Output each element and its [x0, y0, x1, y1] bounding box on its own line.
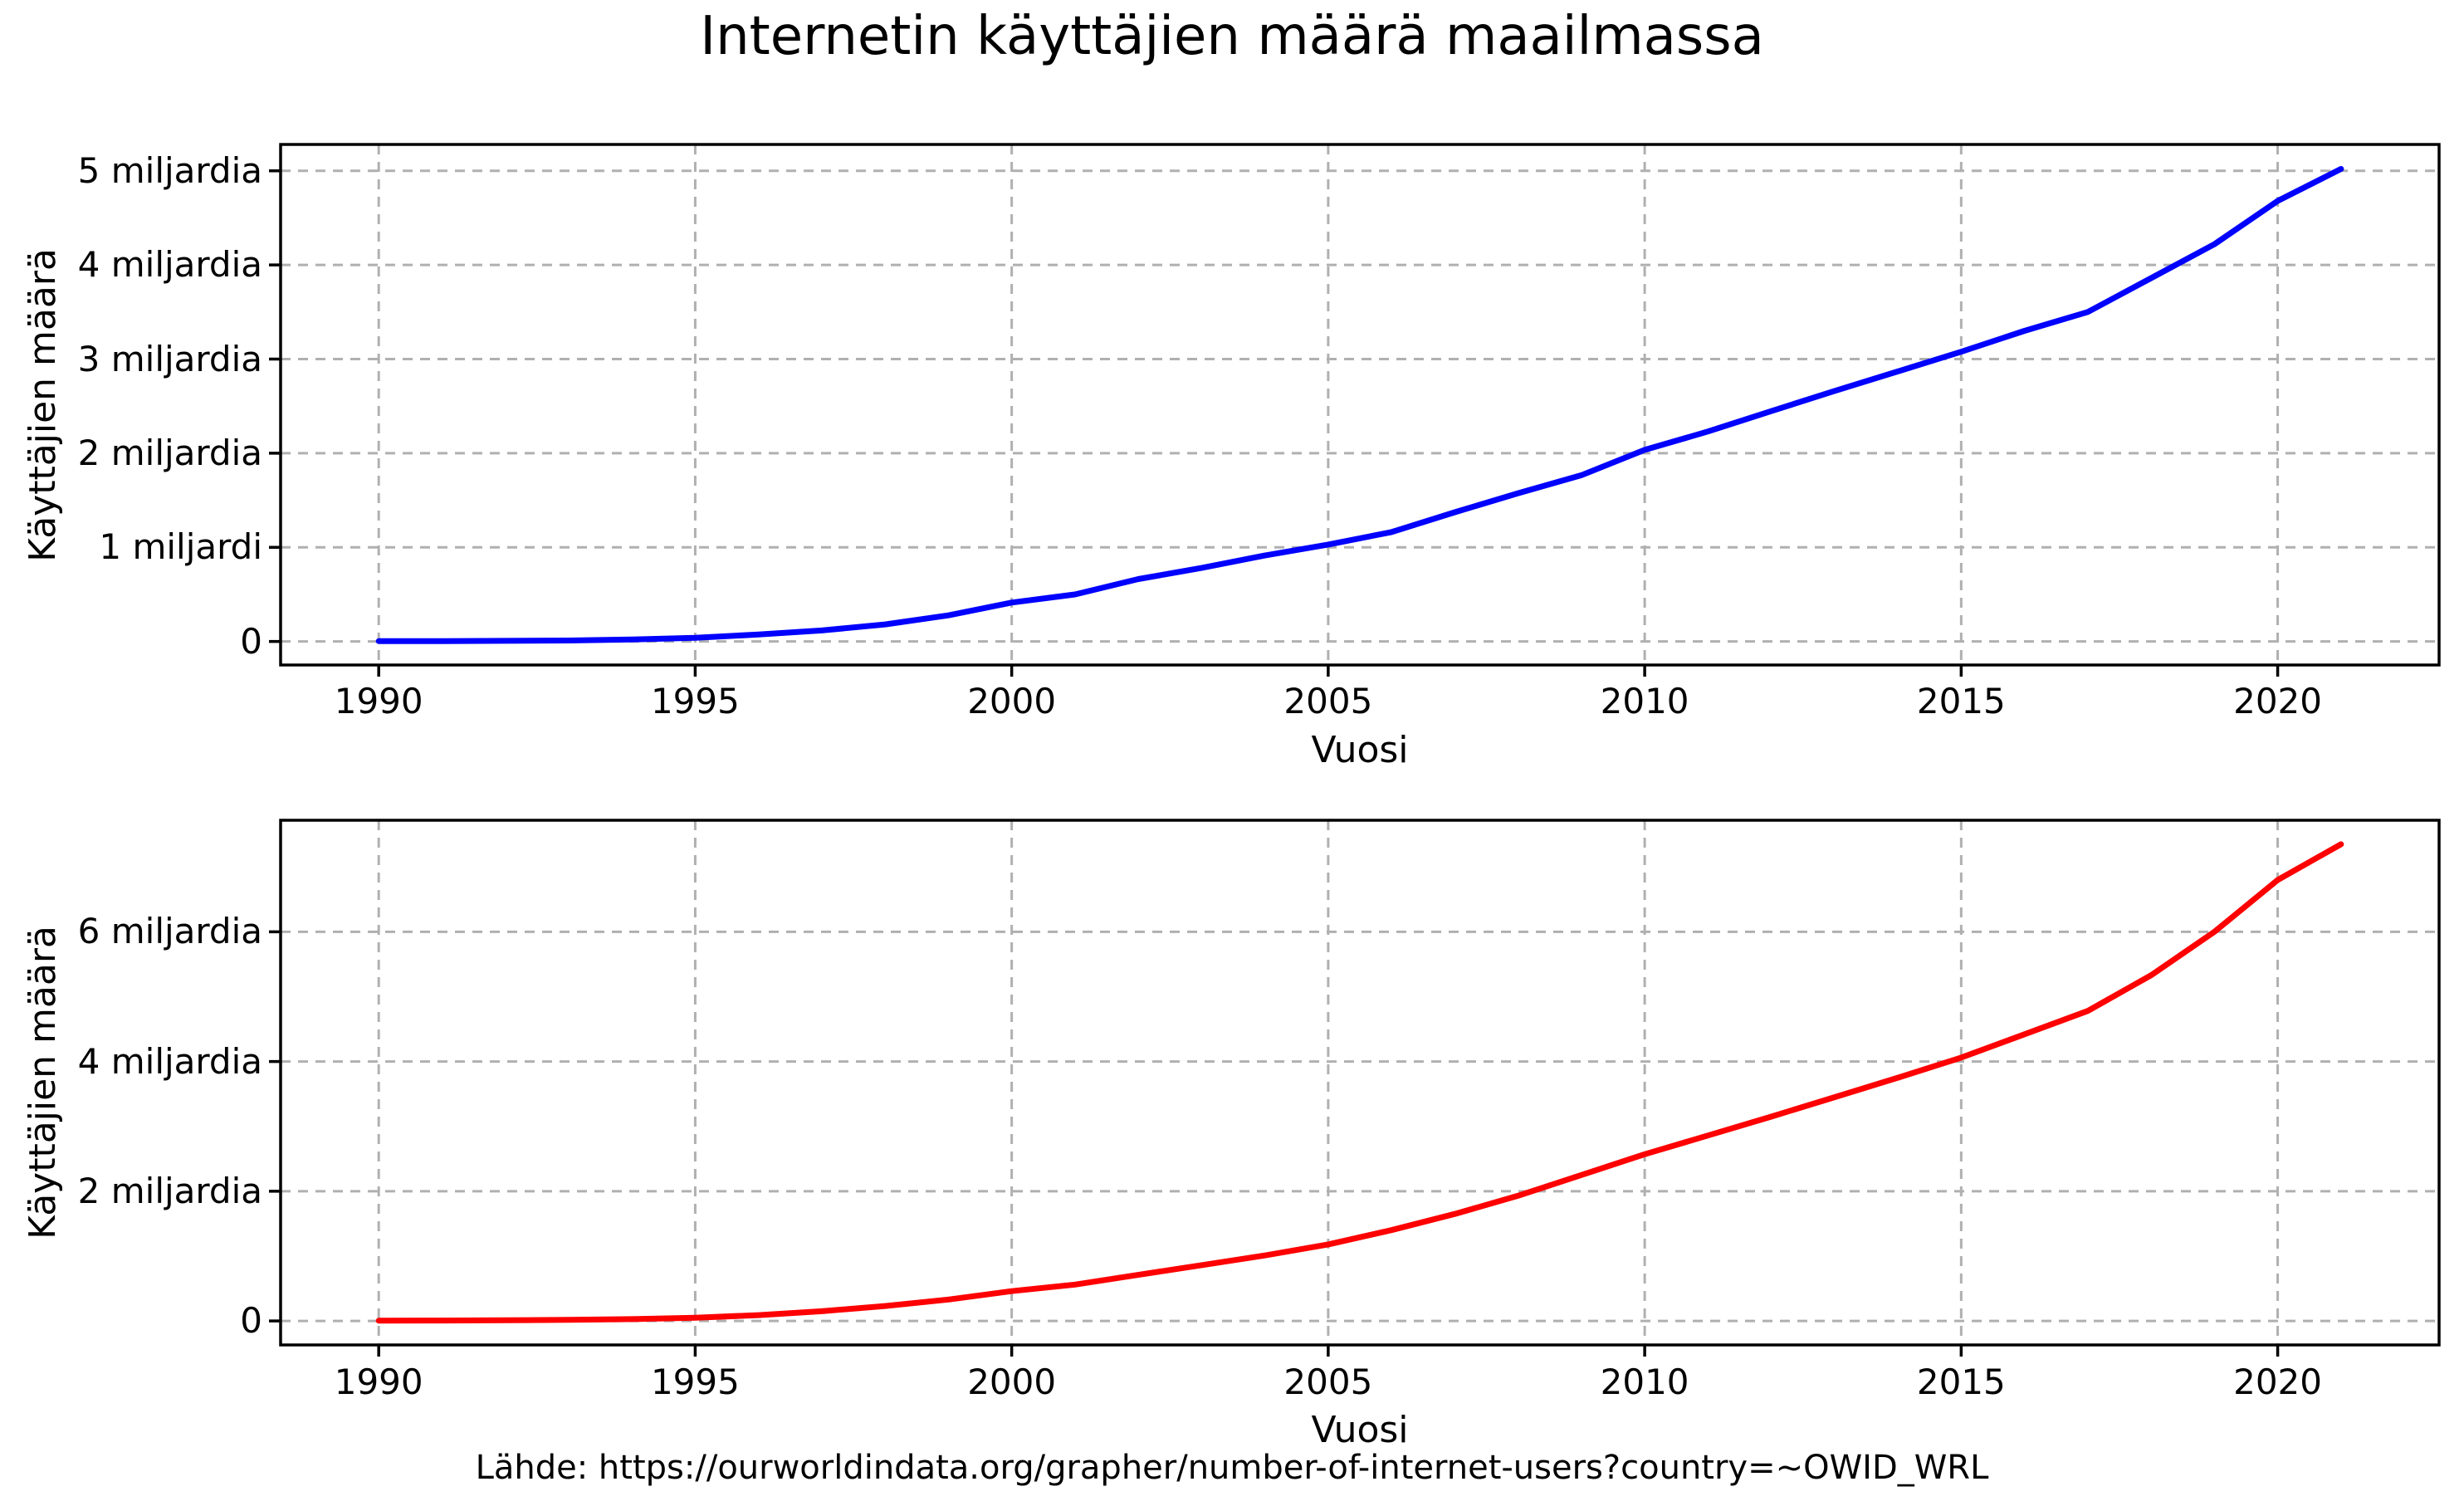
top-y-axis-label: Käyttäjien määrä	[22, 248, 64, 562]
bottom-chart-data-line	[375, 841, 2344, 1324]
bottom-chart-axes-spines	[279, 819, 2441, 1347]
top-chart-data-line	[375, 166, 2344, 644]
top-x-axis-label: Vuosi	[1311, 729, 1409, 771]
chart-title: Internetin käyttäjien määrä maailmassa	[700, 6, 1764, 67]
source-footer: Lähde: https://ourworldindata.org/graphe…	[475, 1449, 1989, 1487]
top-chart-axes-spines	[279, 143, 2441, 667]
bottom-x-axis-label: Vuosi	[1311, 1409, 1409, 1451]
bottom-y-axis-label: Käyttäjien määrä	[22, 926, 64, 1240]
